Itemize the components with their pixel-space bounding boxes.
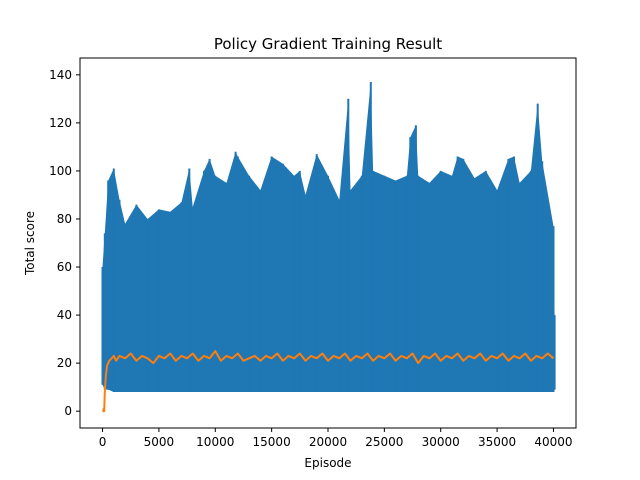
x-tick-label: 35000 xyxy=(478,435,516,449)
axes-frame xyxy=(79,57,577,429)
x-axis-label: Episode xyxy=(304,456,351,470)
x-tick-label: 40000 xyxy=(534,435,572,449)
y-axis-label: Total score xyxy=(23,211,37,276)
y-tick-label: 80 xyxy=(57,212,72,226)
y-tick-label: 0 xyxy=(64,404,72,418)
plot-area xyxy=(101,82,556,413)
x-tick-label: 30000 xyxy=(422,435,460,449)
x-tick-label: 20000 xyxy=(309,435,347,449)
chart-title: Policy Gradient Training Result xyxy=(214,35,442,53)
series-score-spikes xyxy=(101,82,556,392)
x-tick-label: 25000 xyxy=(365,435,403,449)
y-tick-label: 20 xyxy=(57,356,72,370)
y-tick-label: 100 xyxy=(49,164,72,178)
x-tick-label: 0 xyxy=(99,435,107,449)
x-tick-label: 10000 xyxy=(196,435,234,449)
x-tick-label: 15000 xyxy=(253,435,291,449)
y-tick-label: 40 xyxy=(57,308,72,322)
y-tick-label: 60 xyxy=(57,260,72,274)
series-average-line xyxy=(102,350,555,413)
x-tick-label: 5000 xyxy=(144,435,175,449)
y-tick-label: 120 xyxy=(49,116,72,130)
axis-ticks: 0 5000 10000 15000 20000 25000 30000 35000 40000… xyxy=(49,68,572,449)
y-tick-label: 140 xyxy=(49,68,72,82)
